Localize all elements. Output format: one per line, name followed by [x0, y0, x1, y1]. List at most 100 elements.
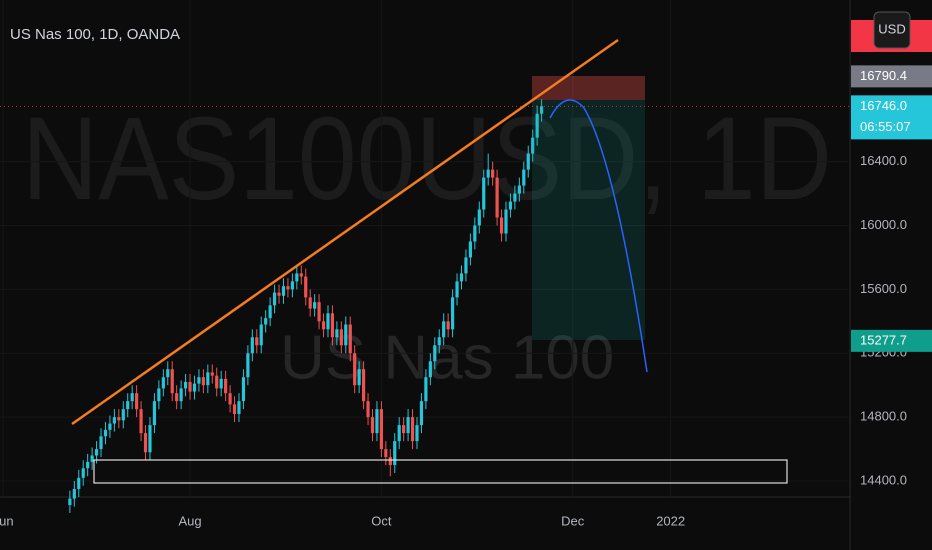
candle-body — [468, 241, 472, 258]
candle-body — [81, 468, 85, 478]
candle-body — [486, 169, 490, 178]
candle-body — [86, 461, 90, 469]
candle-body — [135, 393, 139, 410]
candle-body — [290, 281, 294, 290]
candle-body — [295, 273, 299, 282]
candle-body — [508, 201, 513, 210]
candle-body — [473, 225, 477, 242]
countdown: 06:55:07 — [860, 119, 911, 134]
candle-body — [232, 404, 237, 414]
candle-body — [375, 409, 379, 434]
candle-body — [219, 378, 223, 389]
candle-body — [397, 425, 401, 442]
candle-body — [68, 498, 72, 505]
candle-body — [455, 281, 459, 298]
candle-body — [424, 377, 428, 402]
chart-title: US Nas 100, 1D, OANDA — [10, 26, 180, 43]
candle-body — [446, 321, 450, 330]
candle-body — [344, 324, 348, 346]
candle-body — [192, 383, 197, 392]
x-tick-label: Aug — [178, 513, 201, 528]
candle-body — [264, 318, 268, 325]
candle-body — [175, 393, 179, 402]
candle-body — [379, 409, 383, 450]
candle-body — [166, 369, 170, 378]
candle-body — [161, 377, 165, 389]
candle-body — [299, 273, 303, 277]
candle-body — [228, 393, 232, 405]
candle-body — [237, 401, 241, 414]
candle-body — [224, 378, 228, 394]
candle-body — [477, 209, 481, 226]
candle-body — [406, 417, 410, 434]
candle-body — [513, 193, 517, 202]
candle-body — [139, 409, 143, 434]
y-tick-label: 15600.0 — [860, 281, 907, 296]
watermark: NAS100USD, 1D — [22, 93, 832, 225]
candle-body — [272, 292, 277, 306]
candle-body — [535, 113, 539, 138]
candle-body — [77, 477, 81, 490]
candle-body — [450, 297, 455, 330]
x-tick-label: Oct — [371, 513, 392, 528]
x-tick-label: 2022 — [656, 513, 685, 528]
candle-body — [183, 382, 188, 389]
candle-body — [410, 417, 415, 442]
candle-body — [197, 377, 201, 384]
candle-body — [419, 401, 424, 426]
currency-button[interactable] — [873, 11, 911, 49]
price-label-box — [851, 65, 932, 88]
candle-body — [188, 382, 192, 392]
candle-body — [437, 337, 441, 346]
candle-body — [464, 257, 468, 274]
candle-body — [281, 286, 286, 296]
support-zone — [93, 459, 788, 484]
candle-body — [388, 457, 392, 466]
projection-curve — [549, 99, 648, 373]
candle-body — [268, 305, 272, 319]
candle-body — [259, 324, 263, 346]
price-label: 15277.7 — [860, 332, 907, 347]
candle-body — [90, 455, 94, 462]
candle-body — [112, 417, 116, 424]
candle-body — [121, 409, 125, 421]
candle-body — [250, 337, 254, 354]
candle-body — [126, 401, 130, 410]
candle-body — [482, 177, 486, 210]
candle-body — [459, 273, 464, 282]
candle-body — [210, 372, 214, 376]
price-label: 16746.0 — [860, 98, 907, 113]
price-label: 16790.4 — [860, 68, 907, 83]
candle-body — [339, 329, 343, 346]
candle-body — [433, 345, 437, 362]
currency-label[interactable]: USD — [878, 21, 905, 36]
candle-body — [366, 401, 370, 418]
candle-body — [103, 429, 108, 437]
candle-body — [117, 417, 121, 421]
candle-body — [317, 302, 321, 322]
candle-body — [526, 153, 530, 170]
candle-body — [348, 324, 352, 354]
candle-body — [442, 321, 446, 338]
target-zone — [532, 100, 645, 340]
candle-body — [353, 353, 357, 386]
x-tick-label: Jun — [0, 513, 14, 528]
candle-body — [286, 286, 290, 290]
candle-body — [277, 292, 281, 296]
y-tick-label: 14800.0 — [860, 409, 907, 424]
candle-body — [428, 361, 432, 378]
candle-body — [393, 441, 397, 466]
candle-body — [308, 297, 312, 309]
candle-body — [370, 417, 375, 434]
candle-body — [72, 489, 76, 499]
candle-body — [539, 106, 544, 114]
candle-body — [517, 185, 521, 194]
candle-body — [215, 375, 219, 389]
candles — [68, 99, 544, 513]
candle-body — [357, 369, 361, 386]
candle-body — [326, 313, 330, 330]
candle-body — [522, 169, 526, 186]
candle-body — [179, 388, 183, 402]
